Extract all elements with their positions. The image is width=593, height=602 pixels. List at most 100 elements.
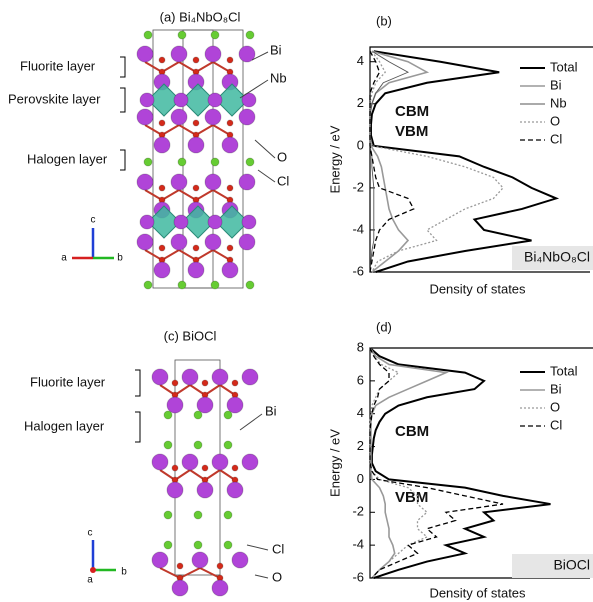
atom xyxy=(246,281,254,289)
atom xyxy=(205,109,221,125)
atom xyxy=(232,552,248,568)
y-tick-label: 2 xyxy=(357,438,364,453)
atom xyxy=(205,174,221,190)
atom xyxy=(188,262,204,278)
atom xyxy=(227,245,233,251)
atom xyxy=(193,120,199,126)
atom xyxy=(178,31,186,39)
atom xyxy=(171,109,187,125)
atom xyxy=(227,185,233,191)
atom xyxy=(202,380,208,386)
y-tick-label: 2 xyxy=(357,95,364,110)
y-tick-label: 4 xyxy=(357,53,364,68)
bracket xyxy=(135,370,140,442)
annotation: CBM xyxy=(395,103,429,120)
layer-label: Halogen layer xyxy=(27,151,108,166)
atom xyxy=(227,57,233,63)
atom xyxy=(212,454,228,470)
structures xyxy=(137,30,258,596)
atom xyxy=(246,158,254,166)
y-tick-label: -4 xyxy=(352,221,364,236)
dos-curve xyxy=(370,348,446,578)
atom xyxy=(144,31,152,39)
atom xyxy=(137,174,153,190)
atom xyxy=(197,482,213,498)
atom xyxy=(212,369,228,385)
atom xyxy=(208,215,222,229)
atom xyxy=(172,465,178,471)
legend-label: O xyxy=(550,399,560,414)
dos-curve xyxy=(371,51,556,272)
atom xyxy=(224,541,232,549)
atom xyxy=(217,563,223,569)
legend-label: Bi xyxy=(550,381,562,396)
atom xyxy=(140,215,154,229)
atom xyxy=(172,580,188,596)
atom xyxy=(227,482,243,498)
atom xyxy=(194,541,202,549)
annotation: VBM xyxy=(395,123,428,140)
atom xyxy=(227,120,233,126)
atom xyxy=(137,46,153,62)
atom xyxy=(242,454,258,470)
figure: (a) Bi₄NbO₈Cl Fluorite layer Perovskite … xyxy=(0,0,593,602)
panel-title: (a) Bi₄NbO₈Cl xyxy=(160,9,241,24)
atom-label: Bi xyxy=(265,403,277,418)
legend-label: O xyxy=(550,113,560,128)
panel-label: (d) xyxy=(376,319,392,334)
atom xyxy=(224,441,232,449)
legend-label: Cl xyxy=(550,417,562,432)
dos-curve xyxy=(370,348,427,578)
atom xyxy=(159,185,165,191)
axis-letter: b xyxy=(117,253,123,264)
atom xyxy=(232,465,238,471)
y-tick-label: 8 xyxy=(357,339,364,354)
atom xyxy=(154,262,170,278)
atom xyxy=(178,158,186,166)
layer-label: Halogen layer xyxy=(24,418,105,433)
legend-label: Cl xyxy=(550,131,562,146)
y-tick-label: -6 xyxy=(352,569,364,584)
axis-letter: c xyxy=(91,215,96,226)
atom xyxy=(159,57,165,63)
atom xyxy=(222,262,238,278)
axis-triad xyxy=(72,228,116,573)
atom xyxy=(174,93,188,107)
dos-curve xyxy=(370,348,551,578)
atom xyxy=(205,234,221,250)
atom xyxy=(239,174,255,190)
atom xyxy=(137,234,153,250)
y-axis-label: Energy / eV xyxy=(327,125,342,193)
atom xyxy=(164,411,172,419)
bracket xyxy=(120,57,125,170)
atom-label: Nb xyxy=(270,70,287,85)
atom xyxy=(174,215,188,229)
panel-label: (b) xyxy=(376,13,392,28)
atom xyxy=(167,397,183,413)
atom xyxy=(208,93,222,107)
layer-label: Fluorite layer xyxy=(20,58,96,73)
atom xyxy=(192,552,208,568)
layer-label: Perovskite layer xyxy=(8,91,101,106)
atom xyxy=(152,552,168,568)
atom xyxy=(224,411,232,419)
atom xyxy=(164,441,172,449)
atom xyxy=(239,234,255,250)
atom xyxy=(144,158,152,166)
panel-title: (c) BiOCl xyxy=(164,328,217,343)
atom xyxy=(188,137,204,153)
atom xyxy=(164,511,172,519)
atom xyxy=(152,454,168,470)
atom xyxy=(224,511,232,519)
atom xyxy=(177,563,183,569)
atom xyxy=(242,215,256,229)
atom xyxy=(167,482,183,498)
atom xyxy=(137,109,153,125)
y-tick-label: 6 xyxy=(357,372,364,387)
y-tick-label: -2 xyxy=(352,179,364,194)
atom xyxy=(232,380,238,386)
x-axis-label: Density of states xyxy=(429,585,526,600)
legend-label: Total xyxy=(550,59,578,74)
legend-label: Bi xyxy=(550,77,562,92)
atom xyxy=(227,397,243,413)
